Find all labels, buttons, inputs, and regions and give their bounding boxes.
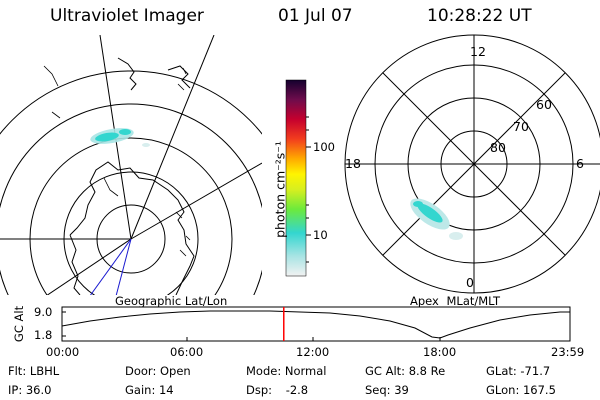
status-glon-label: GLon: — [486, 383, 520, 397]
geographic-map — [0, 35, 262, 295]
mlat-label-70: 70 — [513, 119, 529, 134]
status-seq-label: Seq: — [365, 383, 391, 397]
x-tick-0000: 00:00 — [46, 345, 80, 359]
colorbar-tick-100: 100 — [313, 140, 335, 154]
status-glon: GLon: 167.5 — [486, 383, 556, 397]
instrument-title: Ultraviolet Imager — [50, 6, 204, 26]
timeline-ylabel: GC Alt — [12, 305, 26, 343]
status-gcalt-label: GC Alt: — [365, 364, 406, 378]
status-mode-label: Mode: — [246, 364, 282, 378]
status-flt-label: Flt: — [8, 364, 27, 378]
status-glat: GLat: -71.7 — [486, 364, 550, 378]
status-gain-label: Gain: — [125, 383, 156, 397]
status-seq: Seq: 39 — [365, 383, 409, 397]
status-dsp-value: -2.8 — [285, 383, 309, 397]
mlat-label-80: 80 — [490, 140, 506, 155]
status-glat-label: GLat: — [486, 364, 517, 378]
status-dsp-label: Dsp: — [246, 383, 273, 397]
status-flt: Flt: LBHL — [8, 364, 59, 378]
status-gcalt-value: 8.8 Re — [408, 364, 446, 378]
date-label: 01 Jul 07 — [278, 6, 353, 26]
polar-plot — [344, 34, 600, 294]
y-tick-1-8: 1.8 — [34, 328, 53, 342]
x-tick-1800: 18:00 — [423, 345, 457, 359]
x-tick-2359: 23:59 — [551, 345, 585, 359]
status-flt-value: LBHL — [29, 364, 60, 378]
geographic-label: Geographic Lat/Lon — [115, 294, 228, 308]
right-aurora-patch — [410, 198, 463, 240]
colorbar-tick-10: 10 — [313, 228, 328, 242]
time-label: 10:28:22 UT — [427, 6, 532, 26]
colorbar-unit-label: photon cm⁻²s⁻¹ — [272, 141, 288, 238]
status-door-label: Door: — [125, 364, 157, 378]
mlt-label-12: 12 — [470, 44, 486, 59]
colorbar — [285, 79, 307, 277]
x-tick-0600: 06:00 — [170, 345, 204, 359]
status-glat-value: -71.7 — [520, 364, 551, 378]
mlt-label-0: 0 — [466, 275, 474, 290]
status-gain: Gain: 14 — [125, 383, 174, 397]
altitude-curve — [61, 310, 570, 339]
timeline-plot — [61, 306, 571, 342]
status-door-value: Open — [159, 364, 191, 378]
mlat-label-60: 60 — [536, 97, 552, 112]
status-gain-value: 14 — [158, 383, 174, 397]
status-ip-label: IP: — [8, 383, 23, 397]
status-door: Door: Open — [125, 364, 191, 378]
x-tick-1200: 12:00 — [296, 345, 330, 359]
mlt-label-6: 6 — [576, 156, 584, 171]
status-ip: IP: 36.0 — [8, 383, 51, 397]
apex-label: Apex MLat/MLT — [410, 294, 501, 308]
left-aurora-patch — [90, 128, 150, 147]
status-mode: Mode: Normal — [246, 364, 326, 378]
status-ip-value: 36.0 — [25, 383, 52, 397]
status-seq-value: 39 — [394, 383, 409, 397]
status-dsp: Dsp: -2.8 — [246, 383, 308, 397]
status-mode-value: Normal — [284, 364, 327, 378]
y-tick-9: 9.0 — [34, 305, 53, 319]
mlt-label-18: 18 — [345, 156, 361, 171]
status-gcalt: GC Alt: 8.8 Re — [365, 364, 445, 378]
status-glon-value: 167.5 — [522, 383, 556, 397]
